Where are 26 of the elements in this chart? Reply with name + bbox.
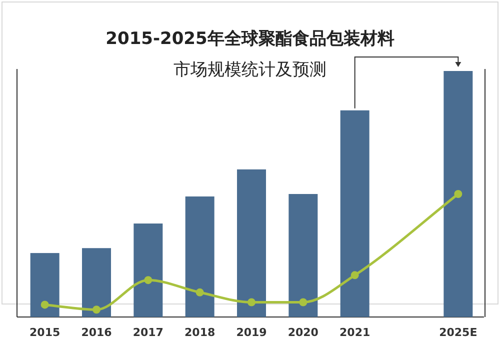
x-tick-label: 2017 bbox=[132, 326, 164, 339]
point bbox=[299, 298, 308, 306]
point bbox=[454, 190, 462, 198]
x-tick-label: 2025E bbox=[439, 326, 478, 339]
bar bbox=[82, 248, 111, 317]
point bbox=[40, 300, 49, 309]
chart-title: 2015-2025年全球聚酯食品包装材料 bbox=[106, 29, 394, 49]
bar bbox=[134, 224, 163, 317]
bar bbox=[444, 71, 473, 317]
point bbox=[144, 276, 152, 284]
bar bbox=[237, 169, 266, 317]
x-tick-label: 2015 bbox=[30, 326, 60, 339]
x-tick-label: 2021 bbox=[340, 326, 370, 339]
x-tick-label: 2016 bbox=[81, 326, 112, 339]
x-tick-label: 2019 bbox=[236, 326, 267, 339]
point bbox=[92, 306, 100, 314]
bar bbox=[30, 253, 60, 317]
chart-subtitle: 市场规模统计及预测 bbox=[174, 60, 326, 80]
point bbox=[350, 271, 359, 280]
point bbox=[248, 298, 256, 306]
x-tick-label: 2020 bbox=[288, 326, 319, 339]
bar bbox=[288, 194, 318, 317]
bar bbox=[340, 110, 370, 317]
x-tick-label: 2018 bbox=[184, 326, 216, 339]
point bbox=[196, 288, 204, 296]
bar bbox=[185, 196, 214, 317]
